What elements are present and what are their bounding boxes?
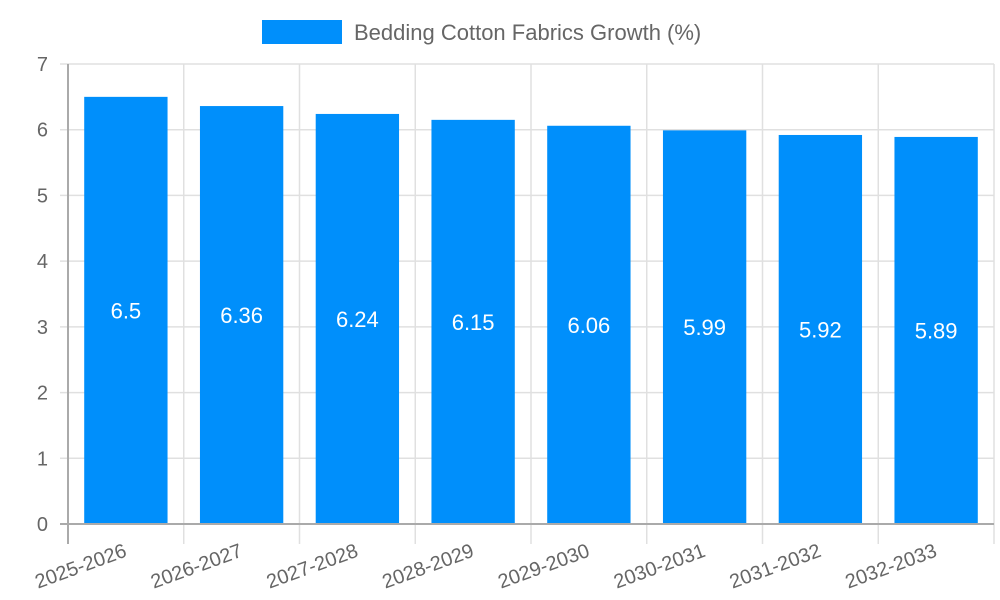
y-tick-label: 6 [37, 120, 48, 142]
bar[interactable] [894, 136, 978, 524]
y-tick-label: 1 [37, 448, 48, 470]
bar-value-label: 6.36 [220, 303, 263, 328]
y-tick-label: 2 [37, 383, 48, 405]
x-tick-label: 2027-2028 [264, 540, 361, 593]
bar-value-label: 5.99 [683, 315, 726, 340]
axes [60, 64, 994, 544]
x-tick-label: 2031-2032 [727, 540, 824, 593]
x-tick-label: 2032-2033 [842, 540, 939, 593]
bar[interactable] [199, 106, 284, 525]
y-axis-ticks: 0 1 2 3 4 5 6 7 [37, 54, 48, 536]
bar-value-label: 5.89 [915, 318, 958, 343]
bar[interactable] [778, 134, 863, 524]
bar[interactable] [84, 96, 168, 524]
y-tick-label: 3 [37, 317, 48, 339]
bar[interactable] [547, 125, 631, 525]
bar-value-label: 6.5 [111, 298, 142, 323]
y-tick-label: 7 [37, 54, 48, 76]
x-tick-label: 2026-2027 [148, 540, 245, 593]
x-tick-label: 2029-2030 [495, 540, 592, 593]
legend[interactable]: Bedding Cotton Fabrics Growth (%) [262, 20, 701, 45]
bar-value-label: 5.92 [799, 317, 842, 342]
bar[interactable] [662, 130, 747, 524]
legend-swatch [262, 20, 342, 44]
x-tick-label: 2030-2031 [611, 540, 708, 593]
bar[interactable] [431, 119, 515, 524]
y-tick-label: 5 [37, 185, 48, 207]
bar-value-label: 6.15 [452, 310, 495, 335]
x-tick-label: 2028-2029 [379, 540, 476, 593]
x-tick-label: 2025-2026 [32, 540, 129, 593]
x-axis-ticks: 2025-2026 2026-2027 2027-2028 2028-2029 2029… [32, 540, 940, 593]
bars: 6.5 6.36 6.24 6.15 6.06 5.99 5.92 5.89 [84, 96, 978, 525]
bar-value-label: 6.24 [336, 307, 379, 332]
y-tick-label: 4 [37, 251, 48, 273]
bar[interactable] [315, 113, 400, 524]
bar-value-label: 6.06 [567, 313, 610, 338]
y-tick-label: 0 [37, 514, 48, 536]
legend-label: Bedding Cotton Fabrics Growth (%) [354, 20, 701, 45]
